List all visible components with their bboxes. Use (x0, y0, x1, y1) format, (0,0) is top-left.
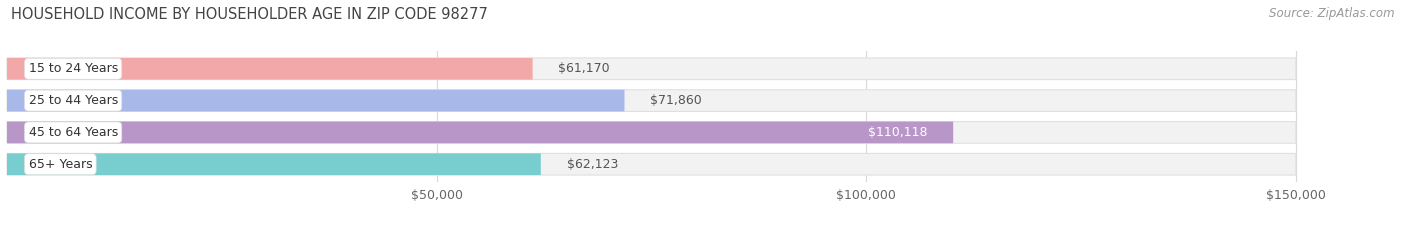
Text: $62,123: $62,123 (567, 158, 619, 171)
Text: $71,860: $71,860 (650, 94, 702, 107)
Text: 15 to 24 Years: 15 to 24 Years (28, 62, 118, 75)
Text: Source: ZipAtlas.com: Source: ZipAtlas.com (1270, 7, 1395, 20)
FancyBboxPatch shape (7, 58, 1296, 80)
FancyBboxPatch shape (7, 58, 533, 80)
FancyBboxPatch shape (7, 122, 1296, 143)
FancyBboxPatch shape (7, 122, 953, 143)
Text: HOUSEHOLD INCOME BY HOUSEHOLDER AGE IN ZIP CODE 98277: HOUSEHOLD INCOME BY HOUSEHOLDER AGE IN Z… (11, 7, 488, 22)
FancyBboxPatch shape (7, 153, 541, 175)
Text: 25 to 44 Years: 25 to 44 Years (28, 94, 118, 107)
FancyBboxPatch shape (7, 90, 1296, 111)
FancyBboxPatch shape (7, 90, 624, 111)
Text: 65+ Years: 65+ Years (28, 158, 93, 171)
Text: $110,118: $110,118 (868, 126, 928, 139)
Text: 45 to 64 Years: 45 to 64 Years (28, 126, 118, 139)
Text: $61,170: $61,170 (558, 62, 610, 75)
FancyBboxPatch shape (7, 153, 1296, 175)
